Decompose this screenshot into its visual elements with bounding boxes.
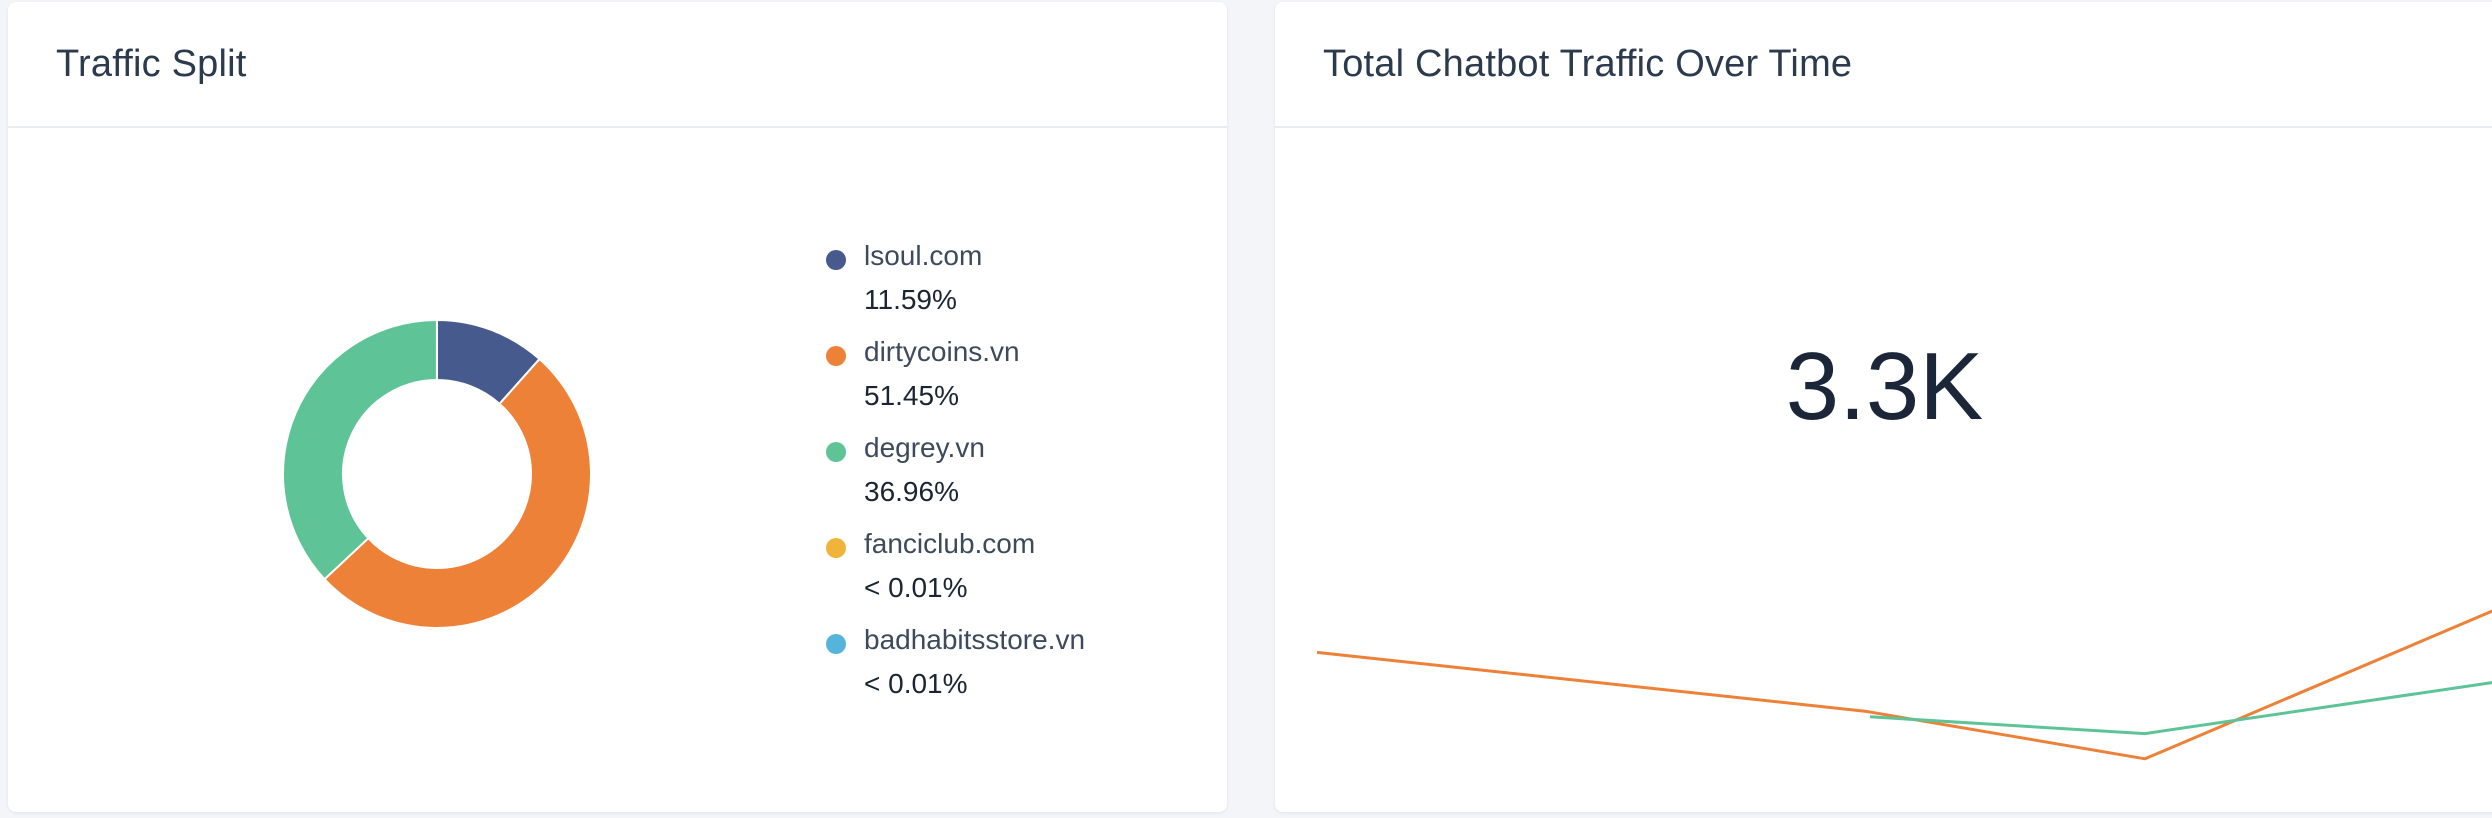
donut-slice-dirtycoins-vn[interactable]: [323, 357, 592, 629]
traffic-line-chart: [1316, 609, 2492, 761]
traffic-series-line-2: [1869, 681, 2492, 736]
traffic-split-header: Traffic Split: [8, 2, 1227, 128]
legend-color-dot: [826, 250, 846, 270]
chatbot-traffic-card: Total Chatbot Traffic Over Time 3.3K: [1275, 2, 2492, 812]
legend-percentage: < 0.01%: [864, 668, 968, 699]
traffic-donut-chart: [282, 318, 592, 629]
traffic-split-title: Traffic Split: [56, 42, 247, 85]
legend-color-dot: [826, 442, 846, 462]
donut-slice-degrey-vn[interactable]: [282, 318, 438, 581]
legend-label: lsoul.com: [864, 240, 983, 271]
traffic-split-card: Traffic Split lsoul.com 11.59% dirtycoins.…: [8, 2, 1227, 812]
legend-percentage: 51.45%: [864, 380, 959, 411]
legend-percentage: 36.96%: [864, 476, 959, 507]
chatbot-traffic-header: Total Chatbot Traffic Over Time: [1275, 2, 2492, 128]
legend-percentage: 11.59%: [864, 284, 957, 315]
chatbot-traffic-title: Total Chatbot Traffic Over Time: [1323, 42, 1853, 85]
legend-label: badhabitsstore.vn: [864, 624, 1086, 655]
legend-color-dot: [826, 346, 846, 366]
legend-color-dot: [826, 634, 846, 654]
total-traffic-value: 3.3K: [1785, 333, 1984, 440]
legend-label: dirtycoins.vn: [864, 336, 1020, 367]
legend-label: fanciclub.com: [864, 528, 1036, 559]
legend-color-dot: [826, 538, 846, 558]
traffic-series-line-1: [1316, 609, 2492, 761]
legend-percentage: < 0.01%: [864, 572, 968, 603]
legend-label: degrey.vn: [864, 432, 985, 463]
